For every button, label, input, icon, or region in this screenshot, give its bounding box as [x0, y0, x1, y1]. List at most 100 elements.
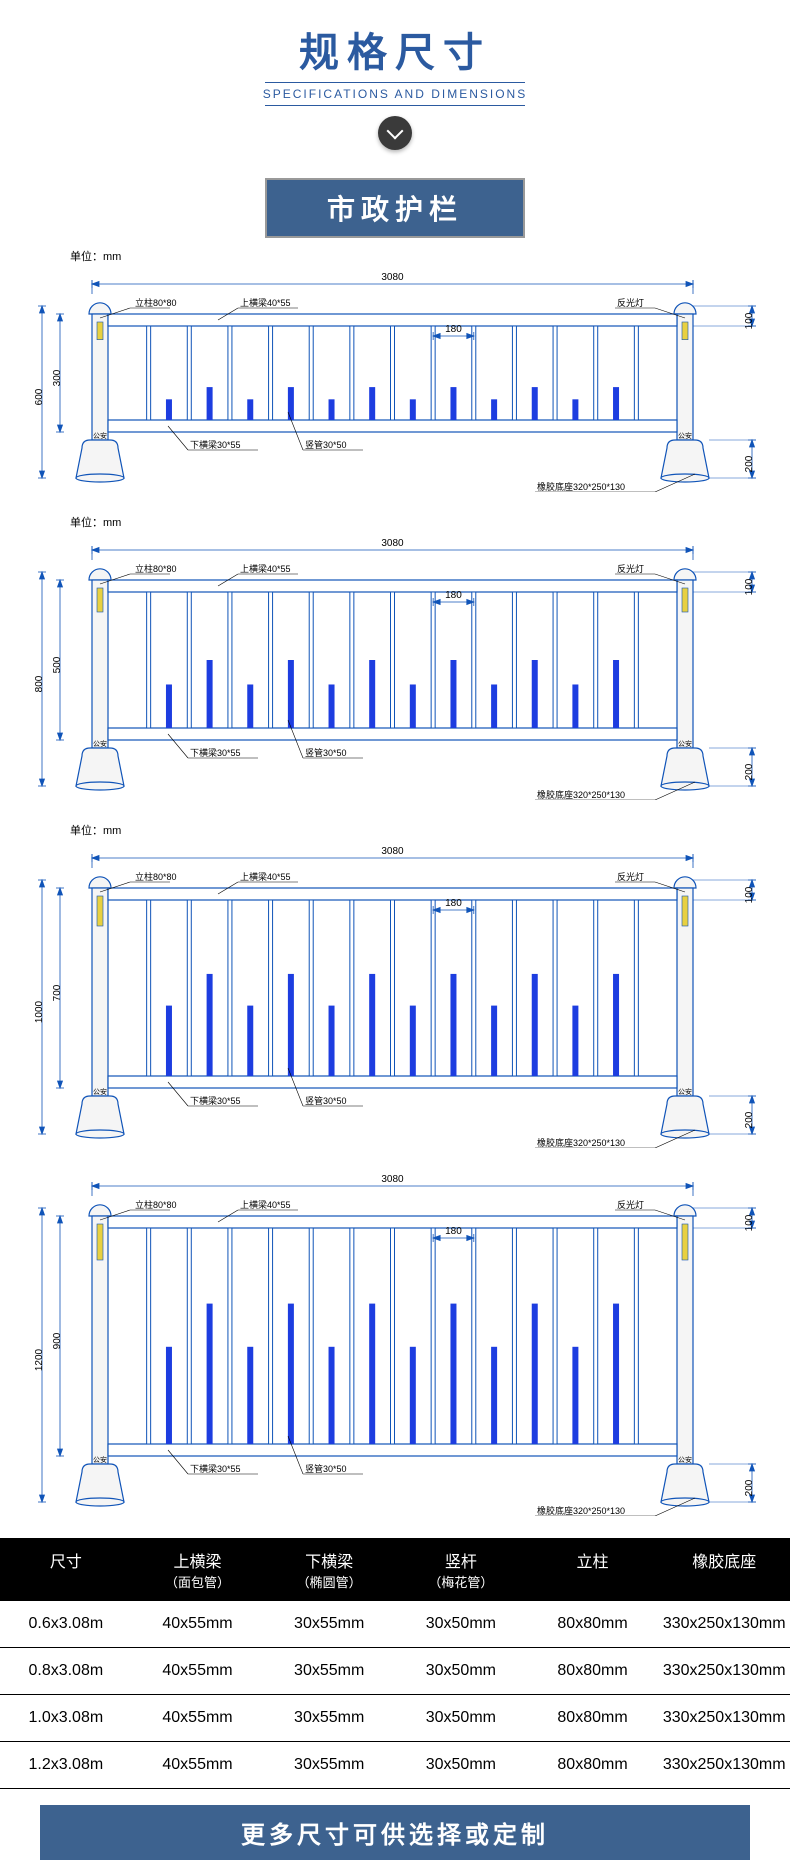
svg-text:竖管30*50: 竖管30*50 — [305, 747, 347, 758]
title-divider-top — [265, 82, 525, 83]
table-cell: 80x80mm — [527, 1709, 659, 1727]
table-cell: 80x80mm — [527, 1662, 659, 1680]
table-header-cell: 下横梁（椭圆管） — [263, 1548, 395, 1591]
svg-text:立柱80*80: 立柱80*80 — [135, 871, 177, 882]
svg-text:3080: 3080 — [381, 538, 404, 549]
svg-text:180: 180 — [445, 1226, 462, 1237]
header-main: 橡胶底座 — [692, 1554, 756, 1571]
table-cell: 80x80mm — [527, 1615, 659, 1633]
svg-text:500: 500 — [52, 656, 63, 673]
svg-text:反光灯: 反光灯 — [617, 563, 644, 574]
fence-diagram-3: 3080公安公安180立柱80*80上横梁40*55反光灯下横梁30*55竖管3… — [20, 1170, 770, 1516]
header-main: 立柱 — [577, 1554, 609, 1571]
chevron-down-icon — [378, 116, 412, 150]
diagram-row: 单位：mm3080公安公安180立柱80*80上横梁40*55反光灯下横梁30*… — [0, 514, 790, 800]
table-row: 0.6x3.08m40x55mm30x55mm30x50mm80x80mm330… — [0, 1601, 790, 1648]
fence-diagram-1: 3080公安公安180立柱80*80上横梁40*55反光灯下横梁30*55竖管3… — [20, 534, 770, 800]
diagram-row: 单位：mm 3080 公安 公安 180 立柱80*80 上横梁40*55 反光灯下横梁30*… — [0, 248, 790, 492]
table-cell: 1.0x3.08m — [0, 1709, 132, 1727]
svg-text:反光灯: 反光灯 — [617, 871, 644, 882]
header-sub: （面包管） — [132, 1572, 264, 1591]
table-cell: 30x55mm — [263, 1615, 395, 1633]
svg-text:上横梁40*55: 上横梁40*55 — [240, 563, 291, 574]
diagram-row: 单位：mm 3080 公安 公安 180 立柱80*80 上横梁40*55 反光灯下横梁30*… — [0, 822, 790, 1148]
table-cell: 0.6x3.08m — [0, 1615, 132, 1633]
table-cell: 330x250x130mm — [658, 1709, 790, 1727]
svg-text:公安: 公安 — [678, 739, 692, 748]
fence-diagram-0: 3080公安公安180立柱80*80上横梁40*55反光灯下横梁30*55竖管3… — [20, 268, 770, 492]
table-cell: 330x250x130mm — [658, 1756, 790, 1774]
table-cell: 30x50mm — [395, 1756, 527, 1774]
svg-text:100: 100 — [744, 312, 755, 329]
table-header-cell: 竖杆（梅花管） — [395, 1548, 527, 1591]
spec-table: 尺寸上横梁（面包管）下横梁（椭圆管）竖杆（梅花管）立柱橡胶底座 0.6x3.08… — [0, 1538, 790, 1789]
table-cell: 40x55mm — [132, 1709, 264, 1727]
table-header-row: 尺寸上横梁（面包管）下横梁（椭圆管）竖杆（梅花管）立柱橡胶底座 — [0, 1538, 790, 1601]
svg-text:下横梁30*55: 下横梁30*55 — [190, 439, 241, 450]
table-header-cell: 上横梁（面包管） — [132, 1548, 264, 1591]
svg-text:800: 800 — [34, 675, 45, 692]
svg-text:公安: 公安 — [678, 1455, 692, 1464]
svg-text:180: 180 — [445, 324, 462, 335]
header-main: 尺寸 — [50, 1554, 82, 1571]
svg-text:公安: 公安 — [93, 1455, 107, 1464]
table-cell: 80x80mm — [527, 1756, 659, 1774]
header-main: 竖杆 — [445, 1554, 477, 1571]
svg-text:橡胶底座320*250*130: 橡胶底座320*250*130 — [537, 789, 625, 800]
svg-text:200: 200 — [744, 763, 755, 780]
svg-text:立柱80*80: 立柱80*80 — [135, 563, 177, 574]
table-row: 1.0x3.08m40x55mm30x55mm30x50mm80x80mm330… — [0, 1695, 790, 1742]
svg-text:200: 200 — [744, 1111, 755, 1128]
svg-text:180: 180 — [445, 590, 462, 601]
table-header-cell: 立柱 — [527, 1548, 659, 1591]
table-body: 0.6x3.08m40x55mm30x55mm30x50mm80x80mm330… — [0, 1601, 790, 1789]
unit-label: 单位：mm — [70, 822, 770, 838]
svg-text:3080: 3080 — [381, 272, 404, 283]
fence-diagram-2: 3080公安公安180立柱80*80上横梁40*55反光灯下横梁30*55竖管3… — [20, 842, 770, 1148]
svg-text:橡胶底座320*250*130: 橡胶底座320*250*130 — [537, 1137, 625, 1148]
svg-text:橡胶底座320*250*130: 橡胶底座320*250*130 — [537, 481, 625, 492]
table-header-cell: 尺寸 — [0, 1548, 132, 1591]
svg-text:1000: 1000 — [34, 1000, 45, 1023]
svg-text:橡胶底座320*250*130: 橡胶底座320*250*130 — [537, 1505, 625, 1516]
table-row: 1.2x3.08m40x55mm30x55mm30x50mm80x80mm330… — [0, 1742, 790, 1789]
svg-text:立柱80*80: 立柱80*80 — [135, 1199, 177, 1210]
unit-label: 单位：mm — [70, 248, 770, 264]
unit-label: 单位：mm — [70, 514, 770, 530]
svg-text:公安: 公安 — [678, 1087, 692, 1096]
table-cell: 30x55mm — [263, 1662, 395, 1680]
svg-text:下横梁30*55: 下横梁30*55 — [190, 1463, 241, 1474]
svg-text:公安: 公安 — [93, 1087, 107, 1096]
svg-text:立柱80*80: 立柱80*80 — [135, 297, 177, 308]
svg-text:上横梁40*55: 上横梁40*55 — [240, 1199, 291, 1210]
page-header: 规格尺寸 SPECIFICATIONS AND DIMENSIONS — [0, 0, 790, 178]
svg-text:反光灯: 反光灯 — [617, 297, 644, 308]
svg-text:公安: 公安 — [93, 431, 107, 440]
table-cell: 30x50mm — [395, 1709, 527, 1727]
sub-title: SPECIFICATIONS AND DIMENSIONS — [0, 87, 790, 101]
table-cell: 330x250x130mm — [658, 1662, 790, 1680]
svg-text:公安: 公安 — [678, 431, 692, 440]
table-cell: 1.2x3.08m — [0, 1756, 132, 1774]
svg-text:反光灯: 反光灯 — [617, 1199, 644, 1210]
header-sub: （椭圆管） — [263, 1572, 395, 1591]
header-sub: （梅花管） — [395, 1572, 527, 1591]
svg-text:100: 100 — [744, 886, 755, 903]
svg-text:3080: 3080 — [381, 846, 404, 857]
svg-text:下横梁30*55: 下横梁30*55 — [190, 1095, 241, 1106]
title-divider-bottom — [265, 105, 525, 106]
diagram-row: 3080公安公安180立柱80*80上横梁40*55反光灯下横梁30*55竖管3… — [0, 1170, 790, 1516]
svg-text:上横梁40*55: 上横梁40*55 — [240, 297, 291, 308]
svg-text:900: 900 — [52, 1332, 63, 1349]
section-banner: 市政护栏 — [265, 178, 525, 238]
header-main: 下横梁 — [305, 1554, 353, 1571]
table-cell: 40x55mm — [132, 1662, 264, 1680]
svg-text:180: 180 — [445, 898, 462, 909]
svg-text:700: 700 — [52, 984, 63, 1001]
header-main: 上横梁 — [174, 1554, 222, 1571]
svg-text:上横梁40*55: 上横梁40*55 — [240, 871, 291, 882]
main-title: 规格尺寸 — [0, 20, 790, 78]
table-cell: 40x55mm — [132, 1615, 264, 1633]
table-cell: 40x55mm — [132, 1756, 264, 1774]
svg-text:600: 600 — [34, 388, 45, 405]
